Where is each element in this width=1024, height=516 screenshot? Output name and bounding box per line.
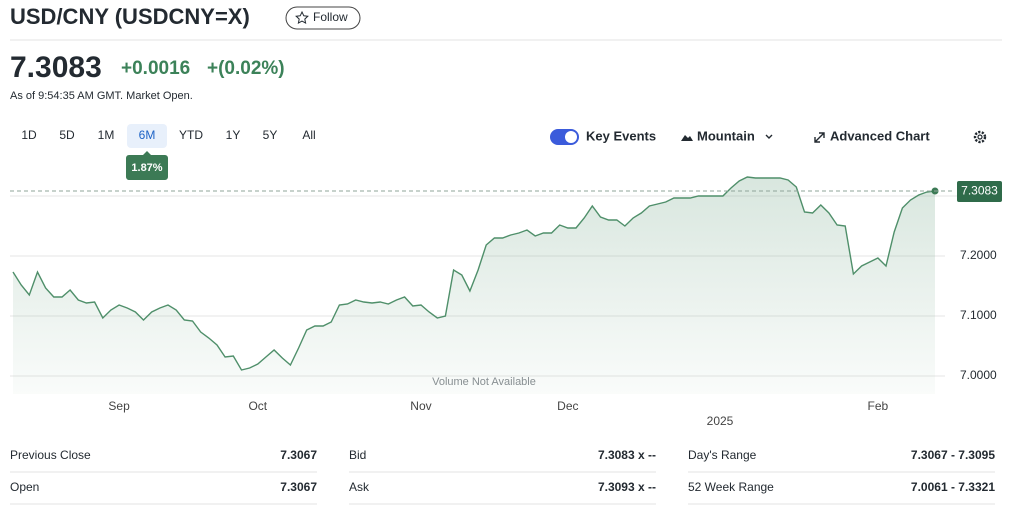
star-icon: [295, 10, 309, 25]
stat-label: 52 Week Range: [688, 480, 774, 494]
range-label: 1D: [21, 128, 37, 142]
change: +0.0016: [121, 58, 190, 79]
range-button[interactable]: 1D: [21, 128, 37, 142]
range-label: YTD: [179, 128, 203, 142]
range-button[interactable]: 1M: [98, 128, 115, 142]
range-label: 6M: [139, 128, 156, 142]
chart-type-label: Mountain: [697, 128, 755, 143]
mountain-icon: [681, 135, 693, 141]
stat-label: Day's Range: [688, 448, 757, 462]
range-button[interactable]: YTD: [179, 128, 203, 142]
stat-value: 7.3067 - 7.3095: [911, 448, 995, 462]
range-button[interactable]: 5Y: [263, 128, 278, 142]
stat-value: 7.3083 x --: [598, 448, 656, 462]
gear-teeth: [973, 130, 987, 144]
follow-button[interactable]: Follow: [285, 6, 361, 30]
title: USD/CNY (USDCNY=X): [10, 4, 250, 29]
badge-pointer: [143, 151, 151, 155]
x-tick-label: Sep: [108, 399, 130, 413]
advanced-chart-label: Advanced Chart: [830, 128, 930, 143]
settings-button[interactable]: [973, 130, 987, 144]
x-tick-label: Feb: [868, 399, 889, 413]
range-button[interactable]: 1Y: [226, 128, 241, 142]
advanced-chart-button[interactable]: Advanced Chart: [814, 128, 930, 143]
range-button[interactable]: All: [302, 128, 315, 142]
stat-value: 7.3067: [280, 480, 317, 494]
range-button[interactable]: 5D: [59, 128, 75, 142]
x-tick-label: Oct: [248, 399, 267, 413]
stat-label: Bid: [349, 448, 366, 462]
range-label: 1M: [98, 128, 115, 142]
stat-label: Ask: [349, 480, 370, 494]
range-change: 1.87%: [131, 162, 162, 174]
current-price-tag: [957, 181, 1002, 203]
stat-label: Open: [10, 480, 39, 494]
range-label: All: [302, 128, 315, 142]
range-label: 1Y: [226, 128, 241, 142]
stat-value: 7.3067: [280, 448, 317, 462]
chevron: [765, 134, 773, 139]
range-button[interactable]: 6M: [127, 124, 167, 148]
y-tick-label: 7.0000: [960, 368, 997, 382]
follow-outline: [285, 6, 361, 30]
stat-value: 7.3093 x --: [598, 480, 656, 494]
price: 7.3083: [10, 51, 102, 84]
stat-value: 7.0061 - 7.3321: [911, 480, 995, 494]
price-line: [12, 176, 936, 371]
x-year-label: 2025: [707, 414, 734, 428]
follow-label: Follow: [313, 10, 348, 24]
key-events-label: Key Events: [586, 128, 656, 143]
gear-hub: [977, 134, 983, 140]
key-events-toggle[interactable]: Key Events: [550, 128, 656, 145]
range-change-badge: [126, 155, 168, 180]
expand-icon: [814, 132, 825, 143]
change-percent: +(0.02%): [207, 58, 285, 79]
y-tick-label: 7.1000: [960, 308, 997, 322]
range-selected-bg: [127, 124, 167, 148]
x-tick-label: Nov: [410, 399, 431, 413]
x-tick-label: Dec: [557, 399, 578, 413]
stat-label: Previous Close: [10, 448, 91, 462]
y-tick-label: 7.2000: [960, 248, 997, 262]
chart-type-menu[interactable]: Mountain: [681, 128, 773, 143]
range-label: 5Y: [263, 128, 278, 142]
range-label: 5D: [59, 128, 75, 142]
timestamp: As of 9:54:35 AM GMT. Market Open.: [10, 90, 193, 102]
current-price-label: 7.3083: [961, 184, 998, 198]
toggle-knob: [565, 131, 577, 143]
area-fill: [13, 177, 935, 394]
